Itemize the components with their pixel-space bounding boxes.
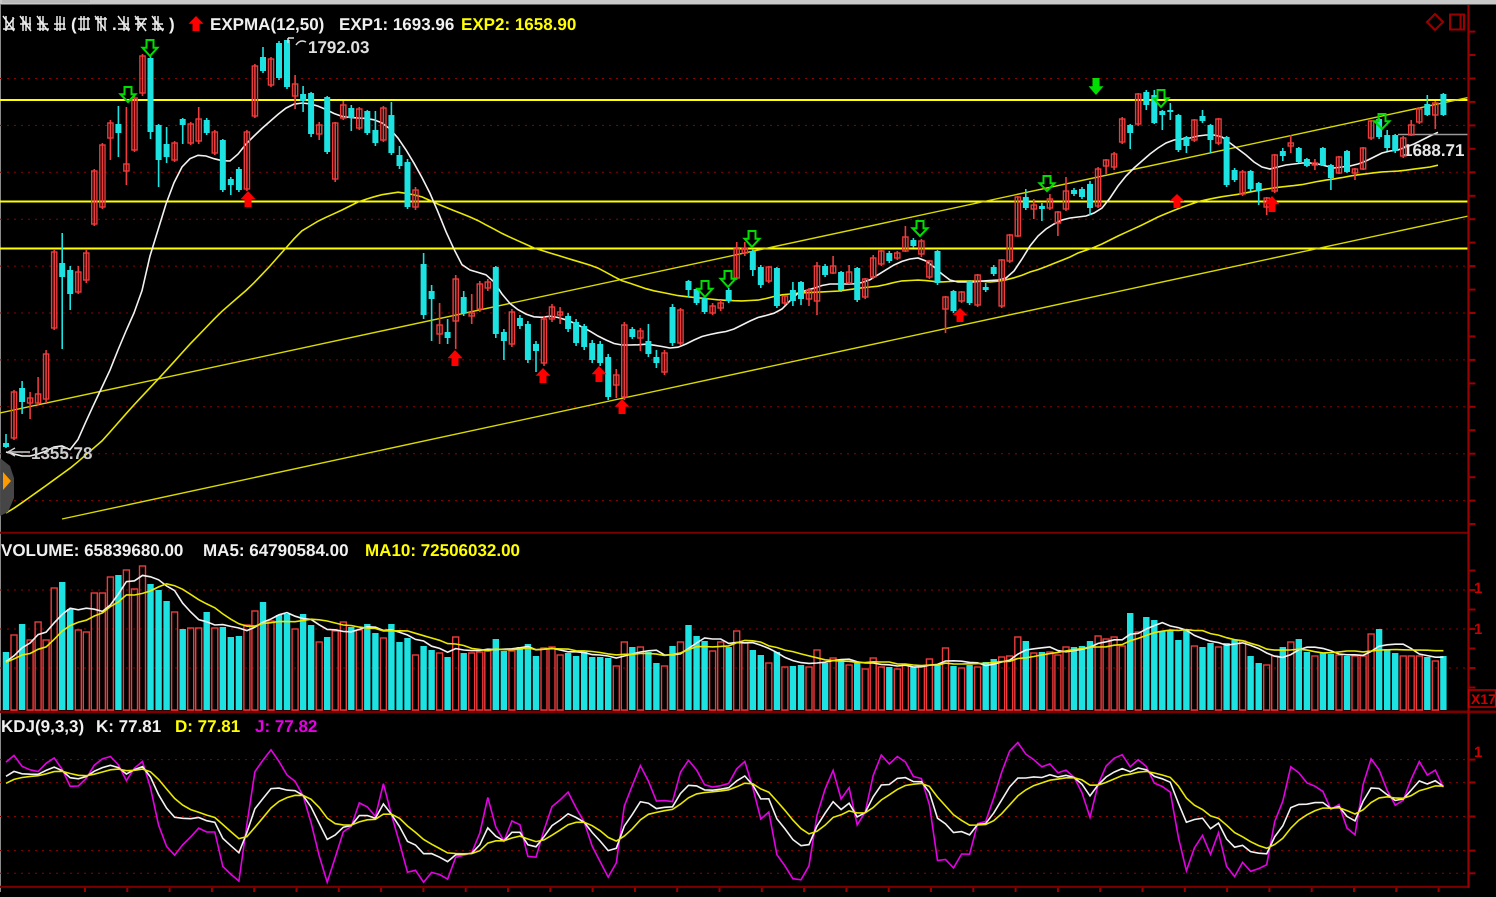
svg-text:D: 77.81: D: 77.81	[175, 717, 240, 736]
svg-text:(: (	[71, 15, 77, 34]
svg-text:.: .	[112, 15, 117, 34]
svg-text:J: 77.82: J: 77.82	[255, 717, 317, 736]
svg-text:VOLUME: 65839680.00: VOLUME: 65839680.00	[1, 541, 183, 560]
svg-text:): )	[169, 15, 175, 34]
svg-text:1355.78: 1355.78	[31, 444, 92, 463]
svg-text:1: 1	[1474, 580, 1482, 597]
svg-text:K: 77.81: K: 77.81	[96, 717, 161, 736]
svg-text:1: 1	[1474, 621, 1482, 638]
svg-text:MA10: 72506032.00: MA10: 72506032.00	[365, 541, 520, 560]
svg-text:MA5: 64790584.00: MA5: 64790584.00	[203, 541, 349, 560]
svg-text:X17: X17	[1471, 691, 1496, 707]
svg-text:EXPMA(12,50): EXPMA(12,50)	[210, 15, 324, 34]
svg-text:EXP2: 1658.90: EXP2: 1658.90	[461, 15, 576, 34]
svg-text:KDJ(9,3,3): KDJ(9,3,3)	[1, 717, 84, 736]
svg-text:1688.71: 1688.71	[1403, 141, 1464, 160]
svg-text:1792.03: 1792.03	[308, 38, 369, 57]
svg-text:1: 1	[1474, 744, 1482, 761]
svg-text:EXP1: 1693.96: EXP1: 1693.96	[339, 15, 454, 34]
